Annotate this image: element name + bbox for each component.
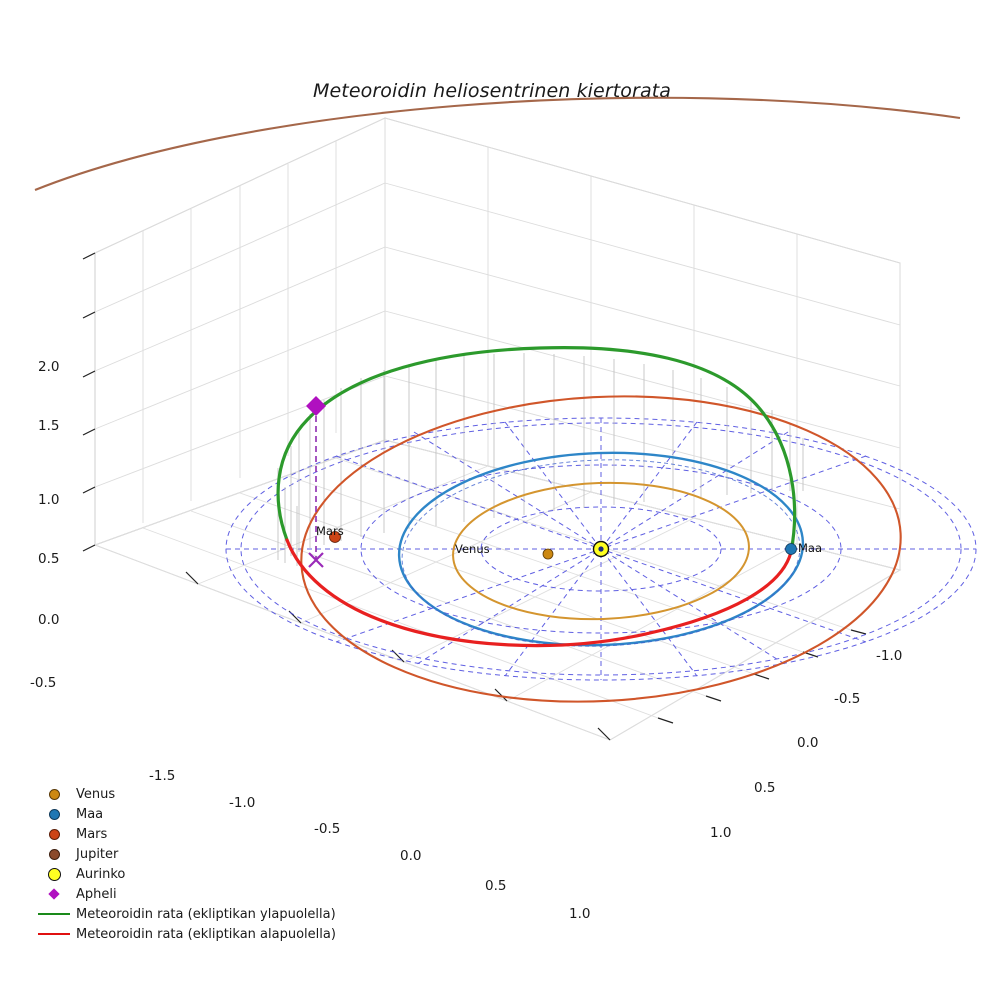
legend-item-venus[interactable]: Venus	[32, 784, 362, 804]
line-marker	[32, 912, 76, 916]
legend-item-maa[interactable]: Maa	[32, 804, 362, 824]
z-tick-2.0: 2.0	[38, 359, 60, 375]
circle-marker	[32, 828, 76, 840]
jupiter-orbit	[34, 96, 961, 191]
circle-marker	[32, 867, 76, 881]
earth-orbit-projection	[401, 459, 801, 647]
circle-marker	[32, 788, 76, 800]
meteoroid-orbit-above	[276, 346, 797, 554]
mars-marker	[329, 531, 341, 543]
right-wall-zgrid	[384, 117, 901, 571]
right-wall-grid	[384, 118, 901, 570]
axes-panes	[93, 117, 902, 741]
legend-item-meteoroid-below[interactable]: Meteoroidin rata (ekliptikan alapuolella…	[32, 924, 362, 944]
earth-orbit	[397, 451, 805, 647]
legend-item-aurinko[interactable]: Aurinko	[32, 864, 362, 884]
legend-label: Maa	[76, 806, 104, 822]
x-tick--1.0: -1.0	[229, 795, 256, 811]
line-marker	[32, 932, 76, 936]
z-tick-0.0: 0.0	[38, 612, 60, 628]
aphelion-projection-marker	[308, 552, 324, 568]
legend-item-meteoroid-above[interactable]: Meteoroidin rata (ekliptikan ylapuolella…	[32, 904, 362, 924]
z-tick-1.0: 1.0	[38, 492, 60, 508]
venus-orbit	[452, 481, 750, 621]
legend-label: Mars	[76, 826, 108, 842]
x-tick-0.5: 0.5	[485, 878, 507, 894]
y-tick--1.0: -1.0	[876, 648, 903, 664]
legend-label: Meteoroidin rata (ekliptikan alapuolella…	[76, 926, 336, 942]
venus-marker	[542, 548, 554, 560]
legend: Venus Maa Mars Jupiter Aurinko	[32, 784, 362, 944]
sun-marker	[592, 540, 610, 558]
earth-marker	[785, 543, 797, 555]
y-tick--0.5: -0.5	[834, 691, 861, 707]
page-title: Meteoroidin heliosentrinen kiertorata	[313, 80, 671, 102]
diamond-marker	[32, 888, 76, 900]
mars-label: Mars	[316, 524, 344, 538]
earth-label: Maa	[798, 541, 823, 555]
venus-label: Venus	[455, 542, 490, 556]
z-tick-0.5: 0.5	[38, 551, 60, 567]
circle-marker	[32, 848, 76, 860]
legend-label: Jupiter	[76, 846, 119, 862]
meteoroid-orbit-below	[285, 538, 793, 648]
legend-label: Aurinko	[76, 866, 126, 882]
y-tick-1.0: 1.0	[710, 825, 732, 841]
legend-label: Venus	[76, 786, 116, 802]
z-tick--0.5: -0.5	[30, 675, 57, 691]
x-tick-0.0: 0.0	[400, 848, 422, 864]
y-tick-0.5: 0.5	[754, 780, 776, 796]
legend-item-apheli[interactable]: Apheli	[32, 884, 362, 904]
legend-item-mars[interactable]: Mars	[32, 824, 362, 844]
y-tick-0.0: 0.0	[797, 735, 819, 751]
x-tick--0.5: -0.5	[314, 821, 341, 837]
circle-marker	[32, 808, 76, 820]
legend-item-jupiter[interactable]: Jupiter	[32, 844, 362, 864]
x-tick--1.5: -1.5	[149, 768, 176, 784]
legend-label: Apheli	[76, 886, 117, 902]
legend-label: Meteoroidin rata (ekliptikan ylapuolella…	[76, 906, 336, 922]
z-tick-1.5: 1.5	[38, 418, 60, 434]
aphelion-marker	[306, 396, 326, 416]
x-tick-1.0: 1.0	[569, 906, 591, 922]
